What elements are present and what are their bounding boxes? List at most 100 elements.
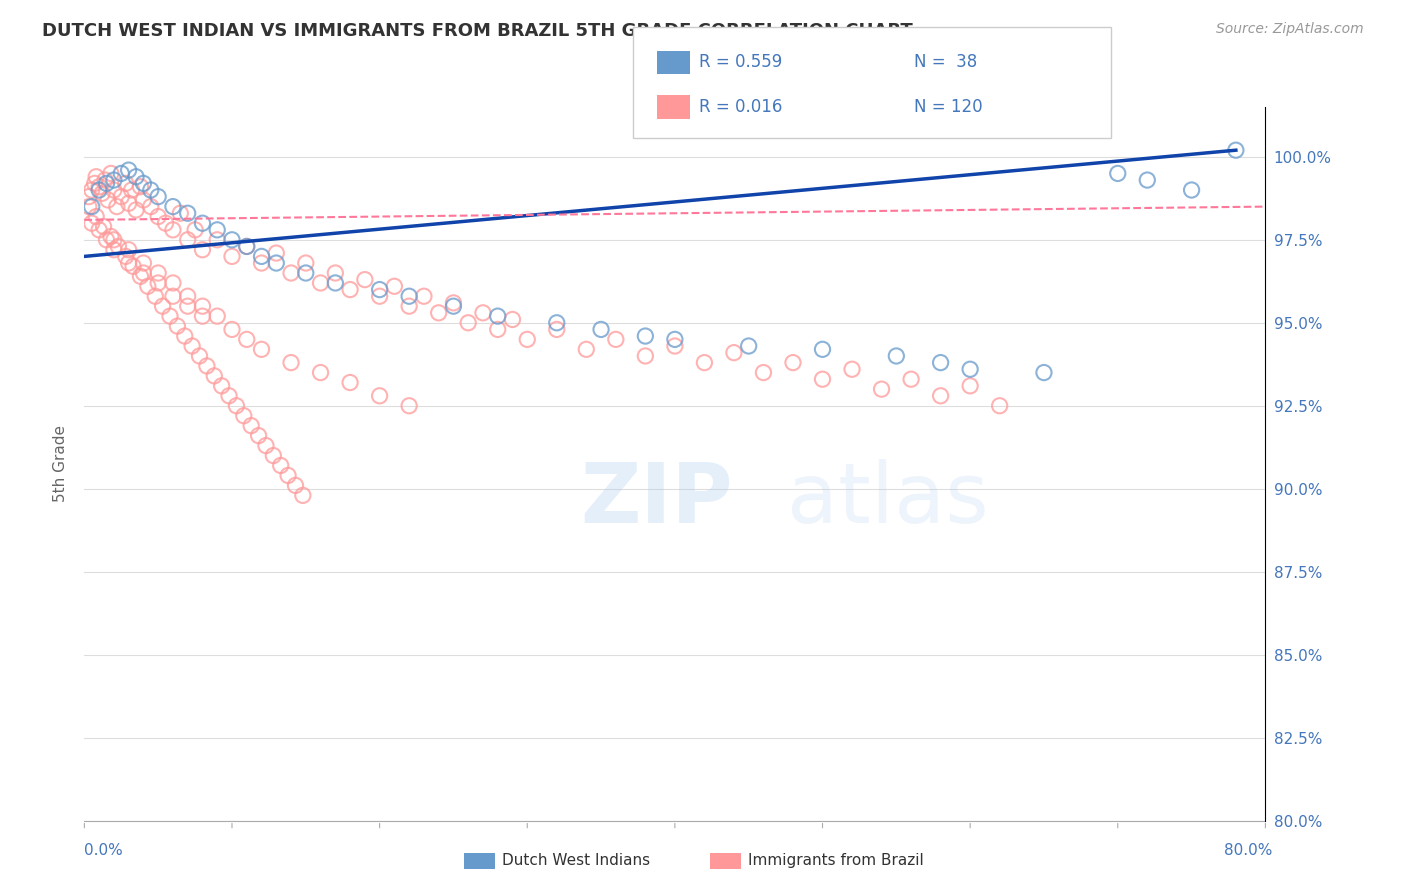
Point: [284, 478, 307, 492]
Point: [240, 418, 263, 433]
Point: [132, 177, 155, 191]
Text: R = 0.559: R = 0.559: [699, 54, 782, 71]
Point: [441, 296, 464, 310]
Point: [136, 279, 159, 293]
Point: [664, 339, 686, 353]
Point: [162, 289, 184, 303]
Point: [177, 289, 200, 303]
Point: [1136, 173, 1159, 187]
Point: [959, 379, 981, 393]
Point: [291, 488, 314, 502]
Point: [575, 343, 598, 357]
Point: [91, 186, 114, 201]
Point: [122, 260, 145, 274]
Point: [280, 356, 302, 370]
Point: [1225, 143, 1247, 157]
Point: [900, 372, 922, 386]
Point: [202, 368, 225, 383]
Point: [295, 266, 318, 280]
Point: [107, 239, 129, 253]
Point: [205, 309, 228, 323]
Point: [236, 239, 259, 253]
Point: [339, 376, 361, 390]
Point: [270, 458, 292, 473]
Point: [205, 223, 228, 237]
Point: [93, 219, 115, 234]
Point: [103, 233, 125, 247]
Point: [988, 399, 1011, 413]
Point: [177, 233, 200, 247]
Point: [929, 389, 952, 403]
Point: [125, 202, 148, 217]
Point: [148, 210, 170, 224]
Point: [191, 216, 214, 230]
Point: [195, 359, 218, 373]
Point: [103, 183, 125, 197]
Point: [264, 256, 288, 270]
Point: [368, 283, 391, 297]
Point: [339, 283, 361, 297]
Point: [368, 289, 391, 303]
Point: [323, 276, 347, 290]
Point: [486, 322, 509, 336]
Point: [486, 309, 509, 323]
Point: [118, 243, 141, 257]
Point: [129, 179, 152, 194]
Point: [546, 316, 568, 330]
Point: [80, 183, 103, 197]
Point: [221, 249, 243, 263]
Point: [250, 249, 273, 263]
Text: Source: ZipAtlas.com: Source: ZipAtlas.com: [1216, 22, 1364, 37]
Text: 80.0%: 80.0%: [1225, 843, 1272, 858]
Point: [96, 177, 118, 191]
Point: [441, 299, 464, 313]
Point: [132, 193, 155, 207]
Point: [191, 243, 214, 257]
Point: [398, 299, 420, 313]
Point: [143, 289, 166, 303]
Point: [84, 169, 107, 184]
Point: [225, 399, 247, 413]
Point: [811, 372, 834, 386]
Point: [103, 243, 125, 257]
Point: [166, 319, 188, 334]
Point: [886, 349, 908, 363]
Point: [398, 289, 420, 303]
Point: [413, 289, 436, 303]
Point: [169, 206, 191, 220]
Point: [546, 322, 568, 336]
Point: [221, 233, 243, 247]
Point: [254, 439, 277, 453]
Point: [634, 329, 657, 343]
Point: [80, 200, 103, 214]
Point: [1181, 183, 1204, 197]
Point: [354, 272, 377, 286]
Point: [782, 356, 804, 370]
Point: [605, 332, 627, 346]
Point: [264, 246, 288, 260]
Point: [80, 216, 103, 230]
Point: [323, 266, 347, 280]
Point: [184, 223, 207, 237]
Point: [1107, 166, 1129, 180]
Point: [591, 322, 613, 336]
Point: [247, 428, 270, 442]
Point: [177, 206, 200, 220]
Point: [159, 309, 181, 323]
Y-axis label: 5th Grade: 5th Grade: [53, 425, 69, 502]
Point: [502, 312, 524, 326]
Point: [280, 266, 302, 280]
Text: 0.0%: 0.0%: [84, 843, 124, 858]
Point: [250, 343, 273, 357]
Text: DUTCH WEST INDIAN VS IMMIGRANTS FROM BRAZIL 5TH GRADE CORRELATION CHART: DUTCH WEST INDIAN VS IMMIGRANTS FROM BRA…: [42, 22, 912, 40]
Point: [148, 189, 170, 203]
Point: [77, 200, 100, 214]
Point: [139, 183, 162, 197]
Point: [457, 316, 479, 330]
Point: [118, 256, 141, 270]
Point: [110, 166, 132, 180]
Text: Dutch West Indians: Dutch West Indians: [502, 854, 650, 868]
Point: [139, 200, 162, 214]
Point: [752, 366, 775, 380]
Point: [211, 379, 233, 393]
